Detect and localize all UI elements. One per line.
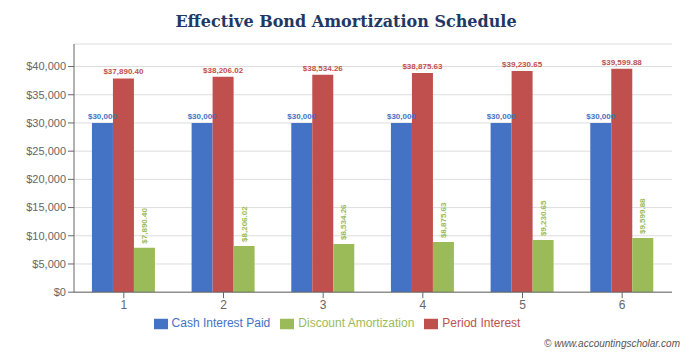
svg-text:$39,599.88: $39,599.88 <box>602 58 643 67</box>
svg-text:$25,000: $25,000 <box>26 145 66 157</box>
svg-text:$0: $0 <box>54 286 66 298</box>
html-text:Period Interest: Period Interest <box>442 316 521 331</box>
svg-text:$30,000: $30,000 <box>88 112 117 121</box>
svg-text:$8,206.02: $8,206.02 <box>240 206 249 242</box>
html-text:Discount Amortization: Discount Amortization <box>298 316 415 331</box>
svg-text:6: 6 <box>619 298 626 312</box>
svg-text:$39,230.65: $39,230.65 <box>502 60 543 69</box>
svg-text:$9,599.88: $9,599.88 <box>638 198 647 234</box>
svg-text:$40,000: $40,000 <box>26 60 66 72</box>
svg-text:2: 2 <box>220 298 227 312</box>
svg-text:$8,875.63: $8,875.63 <box>439 202 448 238</box>
html-text:Cash Interest Paid: Cash Interest Paid <box>171 316 271 331</box>
svg-text:$30,000: $30,000 <box>287 112 316 121</box>
svg-text:4: 4 <box>419 298 426 312</box>
svg-text:$15,000: $15,000 <box>26 201 66 213</box>
svg-text:$7,890.40: $7,890.40 <box>140 208 149 244</box>
svg-text:$37,890.40: $37,890.40 <box>103 67 144 76</box>
svg-text:5: 5 <box>519 298 526 312</box>
html-text:Effective Bond Amortization Sc: Effective Bond Amortization Schedule <box>175 12 517 31</box>
svg-text:3: 3 <box>320 298 327 312</box>
svg-text:$35,000: $35,000 <box>26 89 66 101</box>
svg-text:$30,000: $30,000 <box>26 117 66 129</box>
svg-text:$10,000: $10,000 <box>26 230 66 242</box>
svg-text:$38,875.63: $38,875.63 <box>402 62 443 71</box>
html-text:© www.accountingscholar.com: © www.accountingscholar.com <box>544 338 680 349</box>
svg-text:$30,000: $30,000 <box>487 112 516 121</box>
svg-text:$38,206.02: $38,206.02 <box>203 66 244 75</box>
svg-text:$8,534.26: $8,534.26 <box>339 204 348 240</box>
svg-text:$38,534.26: $38,534.26 <box>303 64 344 73</box>
svg-text:$30,000: $30,000 <box>586 112 615 121</box>
svg-text:$5,000: $5,000 <box>32 258 66 270</box>
svg-text:$20,000: $20,000 <box>26 173 66 185</box>
svg-text:$30,000: $30,000 <box>387 112 416 121</box>
svg-text:$30,000: $30,000 <box>188 112 217 121</box>
svg-text:1: 1 <box>120 298 127 312</box>
svg-text:$9,230.65: $9,230.65 <box>539 200 548 236</box>
